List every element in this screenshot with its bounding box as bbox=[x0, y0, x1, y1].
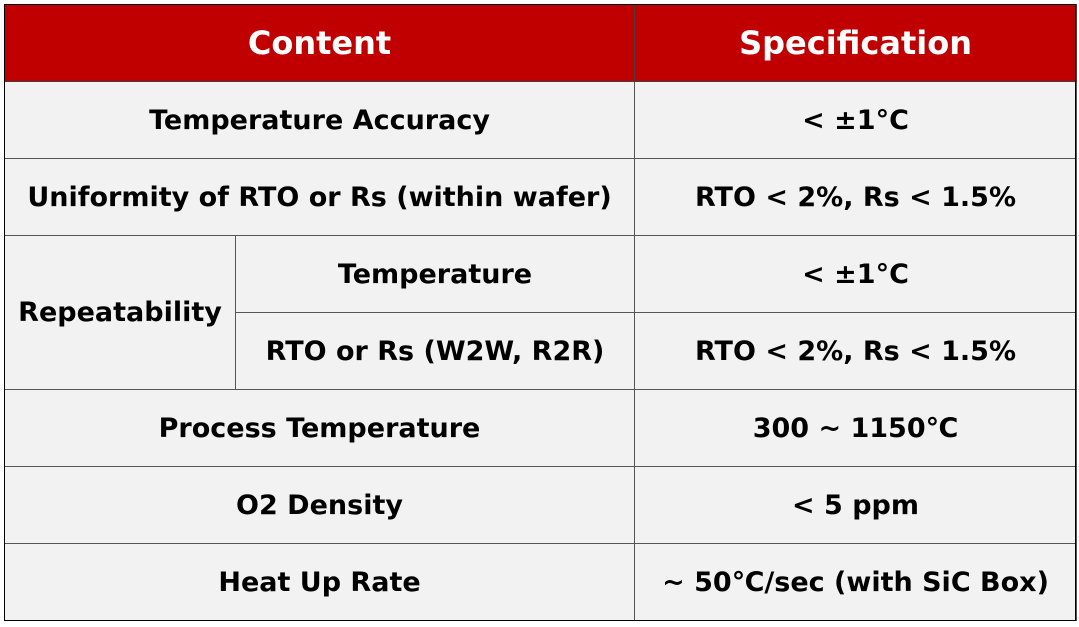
table-row: O2 Density < 5 ppm bbox=[3, 466, 1078, 544]
table-row: Uniformity of RTO or Rs (within wafer) R… bbox=[3, 158, 1078, 236]
content-cell-repeatability-temperature: Temperature bbox=[234, 235, 636, 313]
table-row: RTO or Rs (W2W, R2R) RTO < 2%, Rs < 1.5% bbox=[5, 312, 1078, 390]
table-row: Process Temperature 300 ~ 1150℃ bbox=[3, 389, 1078, 467]
group-cell-repeatability: Repeatability bbox=[4, 235, 236, 390]
spec-cell-repeatability-temperature: < ±1°C bbox=[634, 235, 1078, 313]
specification-table: Content Specification Temperature Accura… bbox=[3, 4, 1078, 621]
table-row: Heat Up Rate ~ 50℃/sec (with SiC Box) bbox=[3, 543, 1078, 621]
spec-cell-process-temperature: 300 ~ 1150℃ bbox=[634, 389, 1078, 467]
table-row: Repeatability Temperature < ±1°C bbox=[4, 235, 1078, 390]
content-cell-process-temperature: Process Temperature bbox=[3, 389, 636, 467]
content-cell-uniformity: Uniformity of RTO or Rs (within wafer) bbox=[3, 158, 636, 236]
spec-cell-temperature-accuracy: < ±1°C bbox=[634, 81, 1078, 159]
content-cell-temperature-accuracy: Temperature Accuracy bbox=[3, 81, 636, 159]
table-row: Temperature Accuracy < ±1°C bbox=[3, 81, 1078, 159]
spec-cell-uniformity: RTO < 2%, Rs < 1.5% bbox=[634, 158, 1078, 236]
spec-cell-heat-up-rate: ~ 50℃/sec (with SiC Box) bbox=[634, 543, 1078, 621]
spec-cell-repeatability-rto-rs: RTO < 2%, Rs < 1.5% bbox=[634, 312, 1078, 390]
content-cell-heat-up-rate: Heat Up Rate bbox=[3, 543, 636, 621]
specification-table-container: Content Specification Temperature Accura… bbox=[3, 4, 1078, 621]
header-row: Content Specification bbox=[3, 4, 1078, 82]
content-cell-repeatability-rto-rs: RTO or Rs (W2W, R2R) bbox=[234, 312, 636, 390]
content-cell-o2-density: O2 Density bbox=[3, 466, 636, 544]
specification-column-header: Specification bbox=[634, 4, 1078, 82]
spec-cell-o2-density: < 5 ppm bbox=[634, 466, 1078, 544]
content-column-header: Content bbox=[3, 4, 636, 82]
